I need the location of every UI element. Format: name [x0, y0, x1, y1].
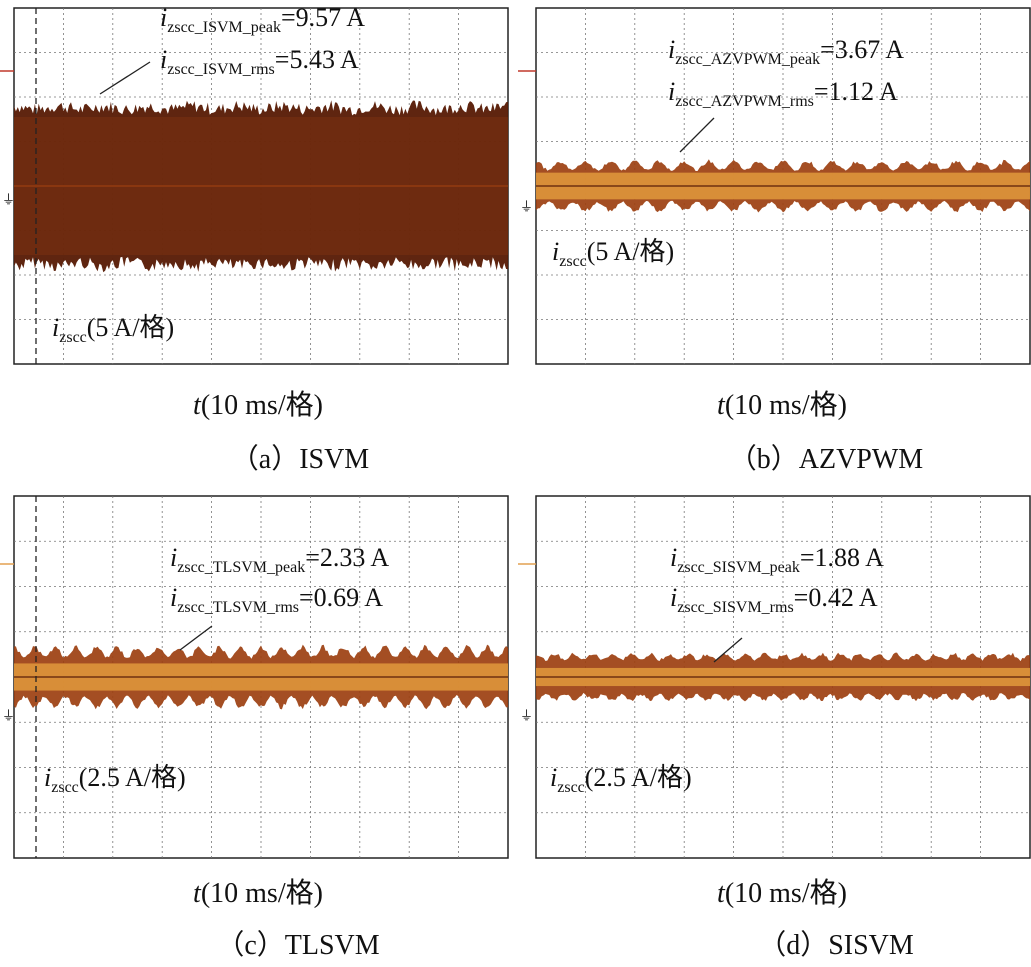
current-waveform	[14, 100, 508, 273]
x-axis-label: t(10 ms/格)	[717, 389, 847, 421]
panel-caption: （d）SISVM	[758, 929, 914, 961]
panel-tlsvm: ⏚ izscc_TLSVM_peak=2.33 A izscc_TLSVM_rm…	[0, 488, 516, 967]
scope-chart: ⏚ izscc_SISVM_peak=1.88 A izscc_SISVM_rm…	[518, 495, 1031, 961]
trace-label: izscc(2.5 A/格)	[44, 763, 186, 796]
ground-marker: ⏚	[2, 192, 15, 207]
annotation-leader	[99, 61, 151, 95]
ground-marker: ⏚	[2, 708, 15, 723]
rms-annotation: izscc_AZVPWM_rms=1.12 A	[668, 77, 898, 110]
scope-chart: ⏚ izscc_ISVM_peak=9.57 A izscc_ISVM_rms=…	[0, 3, 509, 475]
panel-caption: （b）AZVPWM	[729, 443, 924, 475]
current-waveform	[536, 159, 1030, 213]
x-axis-label: t(10 ms/格)	[717, 877, 847, 909]
annotation-leader	[179, 625, 213, 651]
panel-isvm: ⏚ izscc_ISVM_peak=9.57 A izscc_ISVM_rms=…	[0, 0, 516, 493]
rms-annotation: izscc_ISVM_rms=5.43 A	[160, 45, 359, 78]
ground-marker: ⏚	[520, 199, 533, 214]
x-axis-label: t(10 ms/格)	[193, 877, 323, 909]
trace-label: izscc(5 A/格)	[52, 313, 174, 346]
panel-caption: （a）ISVM	[231, 443, 370, 475]
peak-annotation: izscc_AZVPWM_peak=3.67 A	[668, 35, 904, 68]
peak-annotation: izscc_TLSVM_peak=2.33 A	[170, 543, 389, 576]
rms-annotation: izscc_SISVM_rms=0.42 A	[670, 583, 878, 616]
current-waveform	[14, 644, 508, 710]
peak-annotation: izscc_SISVM_peak=1.88 A	[670, 543, 884, 576]
trace-label: izscc(5 A/格)	[552, 237, 674, 270]
ground-marker: ⏚	[520, 708, 533, 723]
scope-chart: ⏚ izscc_AZVPWM_peak=3.67 A izscc_AZVPWM_…	[518, 7, 1031, 475]
rms-annotation: izscc_TLSVM_rms=0.69 A	[170, 583, 383, 616]
annotation-leader	[679, 117, 715, 153]
x-axis-label: t(10 ms/格)	[193, 389, 323, 421]
trace-label: izscc(2.5 A/格)	[550, 763, 692, 796]
annotation-leader	[713, 637, 743, 663]
current-waveform	[536, 652, 1030, 702]
peak-annotation: izscc_ISVM_peak=9.57 A	[160, 3, 365, 36]
panel-sisvm: ⏚ izscc_SISVM_peak=1.88 A izscc_SISVM_rm…	[516, 488, 1031, 967]
panel-azvpwm: ⏚ izscc_AZVPWM_peak=3.67 A izscc_AZVPWM_…	[516, 0, 1031, 493]
panel-caption: （c）TLSVM	[216, 929, 379, 961]
scope-chart: ⏚ izscc_TLSVM_peak=2.33 A izscc_TLSVM_rm…	[0, 495, 509, 961]
